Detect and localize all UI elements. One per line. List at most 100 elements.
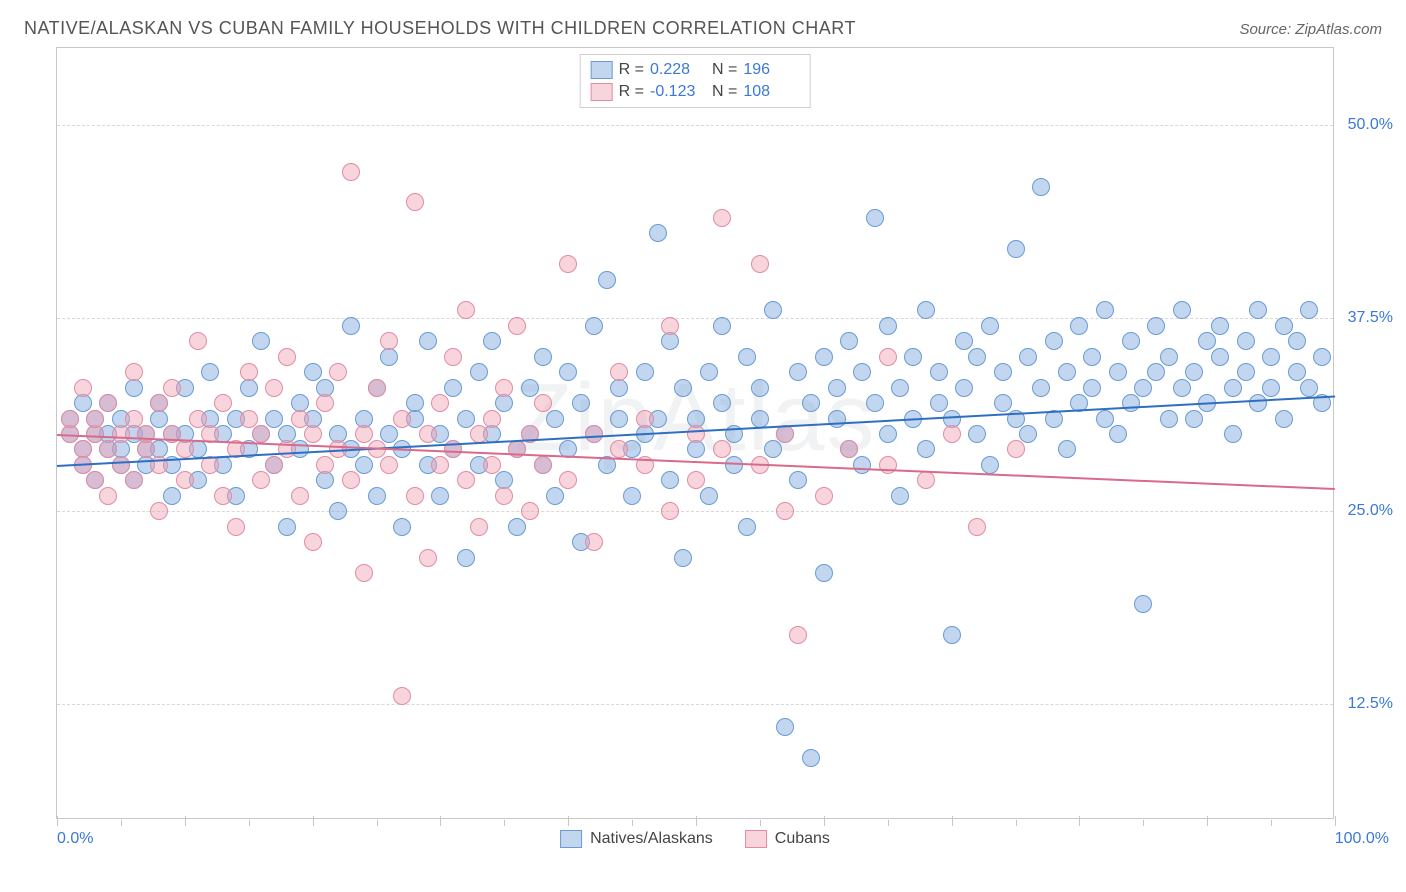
data-point: [444, 379, 462, 397]
data-point: [1045, 332, 1063, 350]
data-point: [1058, 363, 1076, 381]
data-point: [86, 471, 104, 489]
n-value: 108: [743, 83, 799, 101]
n-value: 196: [743, 61, 799, 79]
data-point: [329, 502, 347, 520]
data-point: [1237, 363, 1255, 381]
data-point: [968, 425, 986, 443]
data-point: [1249, 394, 1267, 412]
data-point: [930, 363, 948, 381]
data-point: [1275, 410, 1293, 428]
data-point: [636, 363, 654, 381]
y-tick-label: 12.5%: [1348, 695, 1393, 713]
data-point: [840, 440, 858, 458]
data-point: [1096, 410, 1114, 428]
data-point: [1173, 379, 1191, 397]
n-label: N =: [712, 83, 737, 101]
data-point: [163, 487, 181, 505]
data-point: [853, 456, 871, 474]
data-point: [943, 425, 961, 443]
data-point: [904, 348, 922, 366]
r-value: -0.123: [650, 83, 706, 101]
data-point: [1185, 410, 1203, 428]
data-point: [585, 317, 603, 335]
data-point: [495, 487, 513, 505]
data-point: [137, 440, 155, 458]
data-point: [189, 332, 207, 350]
data-point: [125, 379, 143, 397]
data-point: [764, 301, 782, 319]
data-point: [150, 410, 168, 428]
data-point: [713, 209, 731, 227]
data-point: [1224, 379, 1242, 397]
data-point: [316, 471, 334, 489]
data-point: [1262, 379, 1280, 397]
data-point: [521, 502, 539, 520]
data-point: [815, 487, 833, 505]
data-point: [291, 487, 309, 505]
data-point: [240, 379, 258, 397]
data-point: [955, 332, 973, 350]
data-point: [776, 718, 794, 736]
data-point: [1019, 425, 1037, 443]
chart-wrap: Family Households with Children ZipAtlas…: [24, 47, 1382, 819]
data-point: [380, 348, 398, 366]
data-point: [431, 394, 449, 412]
data-point: [1122, 394, 1140, 412]
grid-line: [57, 125, 1333, 126]
data-point: [495, 394, 513, 412]
grid-line: [57, 318, 1333, 319]
data-point: [687, 440, 705, 458]
data-point: [265, 379, 283, 397]
data-point: [610, 410, 628, 428]
data-point: [176, 471, 194, 489]
data-point: [355, 425, 373, 443]
data-point: [1109, 363, 1127, 381]
data-point: [393, 518, 411, 536]
data-point: [1007, 440, 1025, 458]
data-point: [240, 363, 258, 381]
data-point: [1134, 595, 1152, 613]
data-point: [86, 425, 104, 443]
y-tick-label: 50.0%: [1348, 116, 1393, 134]
data-point: [585, 425, 603, 443]
data-point: [1288, 332, 1306, 350]
data-point: [751, 255, 769, 273]
data-point: [866, 394, 884, 412]
data-point: [917, 471, 935, 489]
data-point: [1070, 317, 1088, 335]
data-point: [559, 471, 577, 489]
data-point: [1032, 178, 1050, 196]
data-point: [649, 224, 667, 242]
data-point: [521, 379, 539, 397]
data-point: [1198, 332, 1216, 350]
data-point: [1262, 348, 1280, 366]
data-point: [214, 487, 232, 505]
data-point: [1147, 363, 1165, 381]
data-point: [252, 332, 270, 350]
legend-row: R =-0.123N =108: [591, 81, 800, 103]
data-point: [329, 363, 347, 381]
data-point: [470, 518, 488, 536]
data-point: [815, 348, 833, 366]
data-point: [815, 564, 833, 582]
source-label: Source: ZipAtlas.com: [1239, 21, 1382, 38]
x-tick: [1079, 816, 1080, 826]
data-point: [789, 626, 807, 644]
data-point: [1160, 410, 1178, 428]
x-tick-label: 0.0%: [57, 830, 93, 848]
x-tick-minor: [1016, 820, 1017, 826]
data-point: [304, 363, 322, 381]
data-point: [265, 456, 283, 474]
data-point: [1224, 425, 1242, 443]
data-point: [968, 348, 986, 366]
data-point: [840, 332, 858, 350]
data-point: [546, 487, 564, 505]
data-point: [802, 394, 820, 412]
legend-label: Cubans: [775, 830, 830, 848]
data-point: [1160, 348, 1178, 366]
grid-line: [57, 704, 1333, 705]
legend-swatch-icon: [591, 61, 613, 79]
data-point: [278, 518, 296, 536]
data-point: [508, 518, 526, 536]
